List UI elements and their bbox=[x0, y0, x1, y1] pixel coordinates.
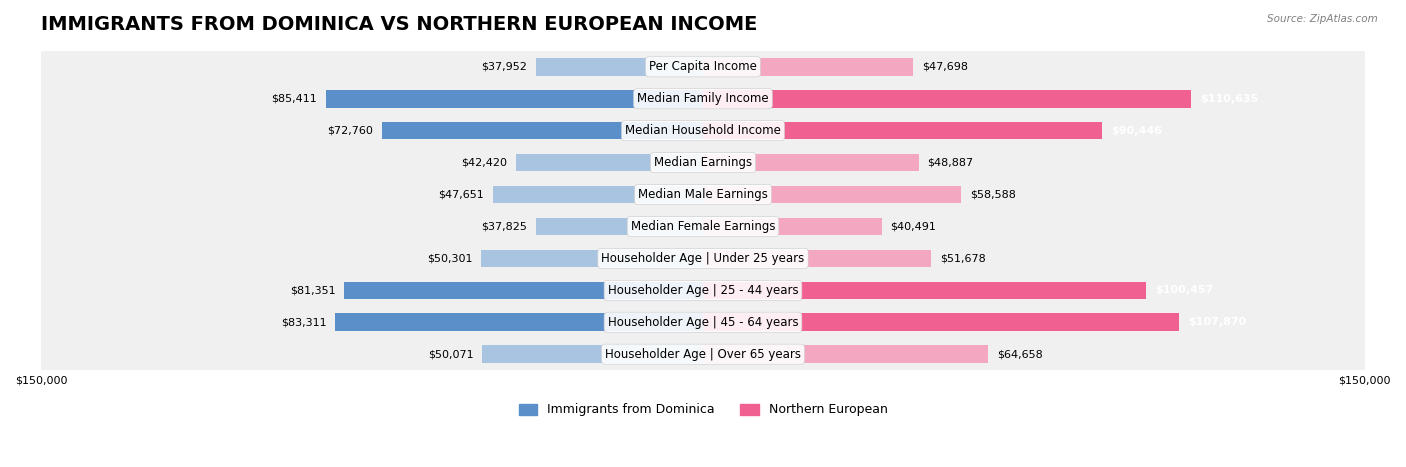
Bar bbox=[41, 115, 1365, 147]
Text: Median Earnings: Median Earnings bbox=[654, 156, 752, 169]
Text: Median Female Earnings: Median Female Earnings bbox=[631, 220, 775, 233]
Text: $110,635: $110,635 bbox=[1199, 94, 1258, 104]
Bar bbox=[41, 275, 1365, 306]
Text: Householder Age | Under 25 years: Householder Age | Under 25 years bbox=[602, 252, 804, 265]
Text: $51,678: $51,678 bbox=[939, 254, 986, 263]
Text: $64,658: $64,658 bbox=[997, 349, 1043, 359]
Bar bbox=[703, 154, 918, 171]
Bar bbox=[326, 90, 703, 107]
Text: $42,420: $42,420 bbox=[461, 157, 508, 168]
Bar bbox=[41, 83, 1365, 115]
Text: $47,651: $47,651 bbox=[439, 190, 484, 199]
Text: $85,411: $85,411 bbox=[271, 94, 318, 104]
Text: $83,311: $83,311 bbox=[281, 317, 326, 327]
Bar bbox=[703, 122, 1102, 140]
Bar bbox=[382, 122, 703, 140]
Bar bbox=[536, 58, 703, 76]
Bar bbox=[336, 313, 703, 331]
Text: $37,825: $37,825 bbox=[481, 221, 527, 232]
Bar bbox=[41, 306, 1365, 338]
Bar bbox=[41, 51, 1365, 83]
Bar bbox=[492, 186, 703, 203]
Text: $40,491: $40,491 bbox=[890, 221, 936, 232]
Bar bbox=[41, 147, 1365, 178]
Bar bbox=[482, 346, 703, 363]
Text: $58,588: $58,588 bbox=[970, 190, 1017, 199]
Text: $50,071: $50,071 bbox=[427, 349, 474, 359]
Bar bbox=[703, 346, 988, 363]
Bar bbox=[41, 178, 1365, 211]
Text: Householder Age | Over 65 years: Householder Age | Over 65 years bbox=[605, 348, 801, 361]
Bar bbox=[41, 338, 1365, 370]
Text: Per Capita Income: Per Capita Income bbox=[650, 60, 756, 73]
Text: $81,351: $81,351 bbox=[290, 285, 335, 295]
Bar bbox=[703, 313, 1178, 331]
Bar bbox=[703, 186, 962, 203]
Bar bbox=[703, 58, 914, 76]
Text: $48,887: $48,887 bbox=[928, 157, 973, 168]
Bar bbox=[41, 211, 1365, 242]
Bar bbox=[703, 282, 1146, 299]
Text: $50,301: $50,301 bbox=[427, 254, 472, 263]
Bar bbox=[703, 218, 882, 235]
Bar bbox=[344, 282, 703, 299]
Text: $107,870: $107,870 bbox=[1188, 317, 1246, 327]
Text: $47,698: $47,698 bbox=[922, 62, 969, 72]
Bar bbox=[703, 90, 1191, 107]
Text: Householder Age | 25 - 44 years: Householder Age | 25 - 44 years bbox=[607, 284, 799, 297]
Text: $72,760: $72,760 bbox=[328, 126, 373, 136]
Text: Median Family Income: Median Family Income bbox=[637, 92, 769, 105]
Bar bbox=[481, 250, 703, 267]
Text: Median Household Income: Median Household Income bbox=[626, 124, 780, 137]
Text: $90,446: $90,446 bbox=[1111, 126, 1161, 136]
Legend: Immigrants from Dominica, Northern European: Immigrants from Dominica, Northern Europ… bbox=[513, 398, 893, 421]
Text: Source: ZipAtlas.com: Source: ZipAtlas.com bbox=[1267, 14, 1378, 24]
Bar bbox=[41, 242, 1365, 275]
Text: $100,457: $100,457 bbox=[1154, 285, 1213, 295]
Text: IMMIGRANTS FROM DOMINICA VS NORTHERN EUROPEAN INCOME: IMMIGRANTS FROM DOMINICA VS NORTHERN EUR… bbox=[41, 15, 758, 34]
Text: Householder Age | 45 - 64 years: Householder Age | 45 - 64 years bbox=[607, 316, 799, 329]
Text: Median Male Earnings: Median Male Earnings bbox=[638, 188, 768, 201]
Bar bbox=[536, 218, 703, 235]
Bar bbox=[516, 154, 703, 171]
Bar bbox=[703, 250, 931, 267]
Text: $37,952: $37,952 bbox=[481, 62, 527, 72]
